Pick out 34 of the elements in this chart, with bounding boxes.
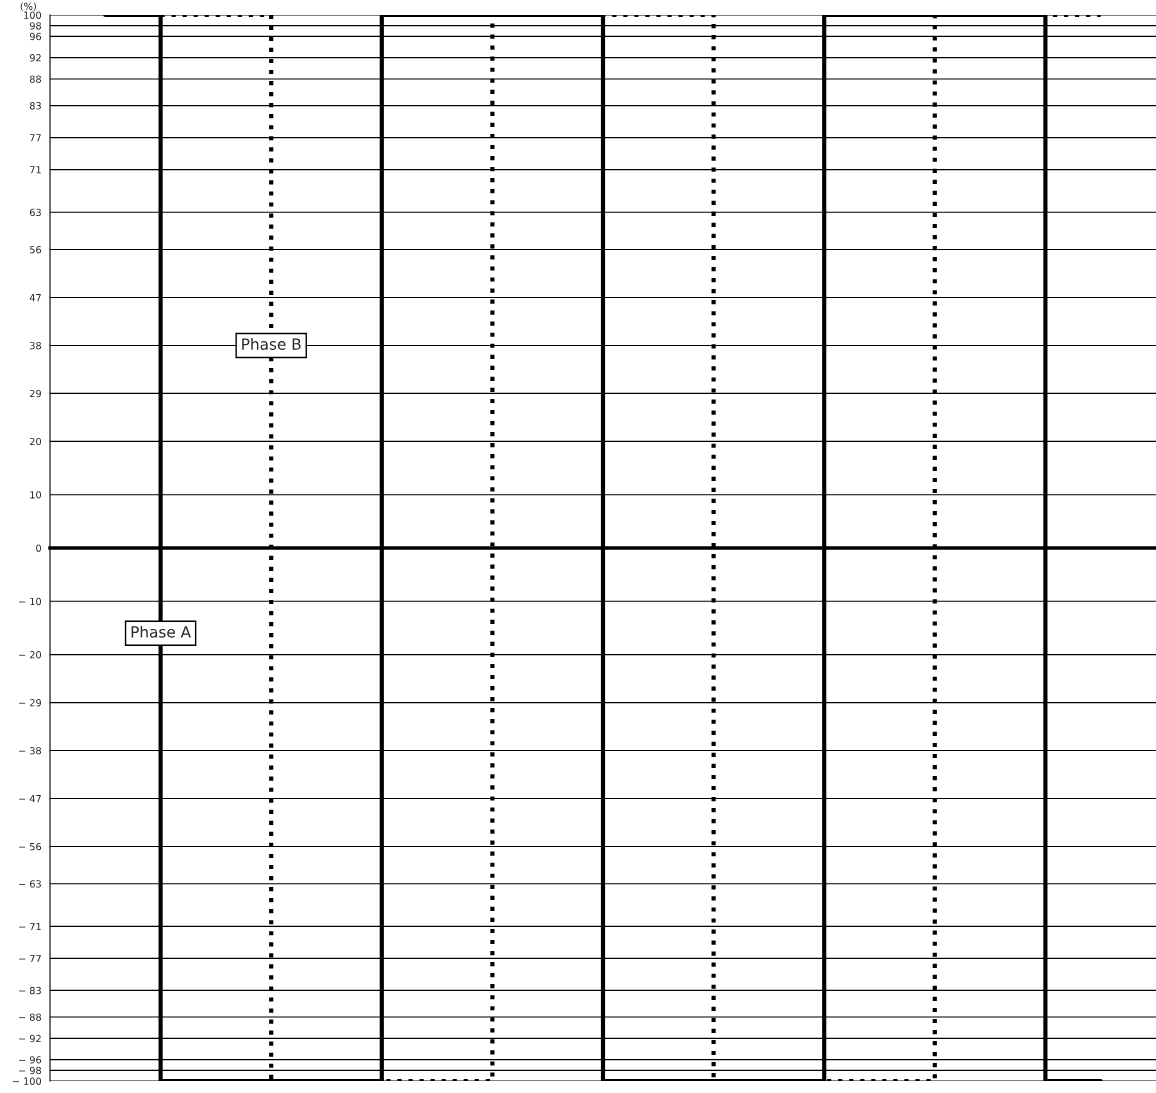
y-tick-label: − 98 (19, 1066, 41, 1075)
y-tick-label: 100 (24, 11, 42, 19)
y-tick-label: − 100 (12, 1077, 42, 1085)
y-tick-label: − 77 (19, 955, 41, 963)
y-tick-label: 96 (29, 32, 42, 41)
y-tick-label: 92 (29, 54, 41, 62)
y-tick-label: 10 (30, 491, 42, 499)
y-tick-label: − 88 (19, 1013, 41, 1021)
y-tick-label: − 29 (19, 699, 41, 707)
y-tick-label: − 71 (19, 923, 41, 931)
y-tick-label: 0 (36, 544, 42, 552)
y-tick-label: 20 (30, 437, 42, 446)
y-tick-label: − 10 (19, 597, 42, 606)
series-label: Phase B (242, 338, 301, 350)
y-tick-label: 77 (30, 134, 41, 142)
y-tick-label: − 83 (19, 986, 41, 995)
y-axis-title: (%) (20, 2, 36, 12)
y-tick-label: 83 (29, 102, 41, 110)
y-tick-label: 47 (29, 294, 41, 302)
y-tick-label: 29 (30, 389, 41, 398)
y-tick-label: − 96 (19, 1056, 42, 1064)
y-tick-label: 38 (30, 341, 41, 350)
y-tick-label: − 92 (19, 1034, 41, 1043)
y-tick-label: 63 (29, 208, 41, 217)
y-tick-label: − 20 (19, 651, 42, 659)
y-tick-label: 71 (30, 166, 41, 174)
y-tick-label: − 63 (19, 880, 41, 888)
y-tick-label: − 47 (19, 795, 41, 803)
y-tick-label: − 56 (19, 842, 42, 851)
y-tick-label: 98 (29, 22, 41, 30)
y-tick-label: 88 (29, 75, 41, 83)
series-label: Phase A (131, 625, 191, 638)
y-tick-label: 56 (30, 246, 42, 254)
y-tick-label: − 38 (19, 747, 41, 755)
